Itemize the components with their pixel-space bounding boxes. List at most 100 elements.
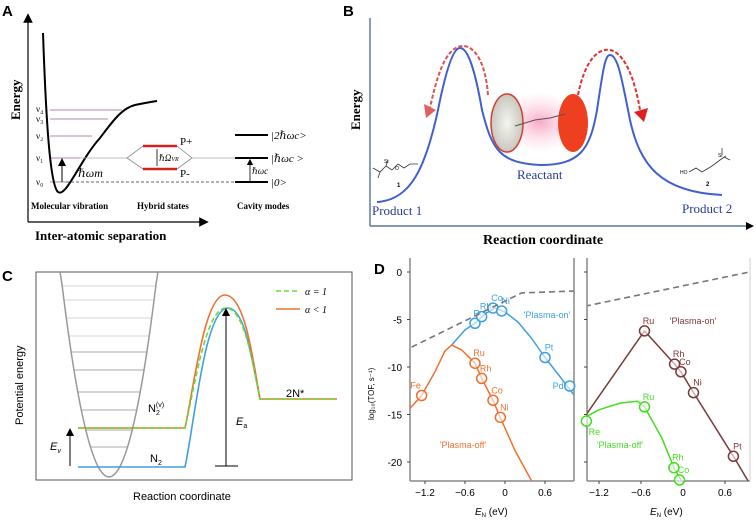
data-point-co bbox=[673, 474, 686, 486]
caption-cavity-modes: Cavity modes bbox=[237, 201, 290, 211]
data-point-ni bbox=[495, 305, 508, 317]
panel-c-label: C bbox=[2, 268, 13, 285]
point-label: Ru bbox=[473, 348, 485, 358]
data-point-ni bbox=[687, 386, 700, 399]
x-tick-label: 0.6 bbox=[538, 488, 552, 499]
legend-alpha-lt-1: α < 1 bbox=[305, 305, 327, 316]
data-point-rh bbox=[668, 358, 681, 370]
molecule-2-number: 2 bbox=[706, 182, 710, 188]
level-v1: ν₁ bbox=[36, 153, 43, 163]
point-label: Co bbox=[679, 357, 691, 367]
panel-b-label: B bbox=[343, 3, 354, 20]
b-x-label: Reaction coordinate bbox=[483, 233, 603, 248]
hbar-omega-m: ℏωm bbox=[78, 166, 103, 180]
y-tick-label: -15 bbox=[388, 411, 403, 422]
point-label: Co bbox=[678, 465, 690, 475]
data-point-ru bbox=[638, 325, 651, 337]
a-y-label: Energy bbox=[8, 79, 23, 120]
y-tick-label: -20 bbox=[388, 458, 403, 469]
data-point-co bbox=[675, 366, 687, 378]
caption-molecular-vibration: Molecular vibration bbox=[31, 201, 108, 211]
point-label: Pt bbox=[545, 343, 554, 353]
point-label: Re bbox=[589, 427, 601, 437]
level-v0: ν₀ bbox=[36, 177, 43, 187]
molecule-1-number: 1 bbox=[397, 183, 401, 189]
hbar-omega-c: ℏωc bbox=[252, 166, 268, 176]
d-right-x-label: EN (eV) bbox=[650, 507, 683, 519]
cavity-state-0: |0> bbox=[271, 177, 287, 189]
level-v2: ν₂ bbox=[36, 131, 43, 141]
ev-label: Ev bbox=[50, 441, 61, 455]
data-point-fe bbox=[415, 389, 428, 402]
point-label: Rh bbox=[672, 453, 684, 463]
d-y-label: log₁₀(TOF, s⁻¹) bbox=[367, 367, 376, 420]
point-label: Rh bbox=[480, 302, 492, 312]
c-frame bbox=[35, 271, 353, 481]
b-y-label: Energy bbox=[348, 89, 363, 130]
mol1-si: Si bbox=[384, 159, 388, 165]
c-legend: α = 1 α < 1 bbox=[276, 287, 327, 316]
ea-label: Ea bbox=[236, 416, 247, 430]
x-tick-label: −1.2 bbox=[415, 488, 435, 499]
n2v-label: N2(v) bbox=[148, 402, 164, 417]
x-tick-label: 0 bbox=[680, 488, 686, 499]
cavity-modes bbox=[235, 134, 268, 183]
a-x-label: Inter-atomic separation bbox=[35, 228, 167, 243]
p-minus-label: P- bbox=[180, 168, 190, 180]
cavity-mirror-left bbox=[490, 93, 524, 153]
cavity-mirror-right bbox=[558, 94, 588, 152]
x-tick-label: −0.6 bbox=[455, 488, 475, 499]
data-point-ni bbox=[494, 411, 507, 424]
point-label: Pt bbox=[733, 441, 742, 451]
rabi-splitting: ℏΩVR bbox=[159, 153, 179, 163]
n2-label: N2 bbox=[150, 453, 162, 467]
reactant-molecule bbox=[514, 113, 566, 127]
x-tick-label: 0 bbox=[502, 488, 508, 499]
level-v4: ν₄ bbox=[36, 104, 43, 114]
cavity-state-2: |2ℏωc> bbox=[271, 130, 307, 142]
plasma-off-label: 'Plasma-off' bbox=[440, 440, 487, 450]
c-x-label: Reaction coordinate bbox=[133, 491, 231, 503]
data-point-rh bbox=[668, 461, 680, 474]
level-v3: ν₃ bbox=[36, 114, 43, 124]
ground-state-path bbox=[78, 307, 261, 468]
y-tick-label: -5 bbox=[393, 316, 402, 327]
panel-d: D log₁₀(TOF, s⁻¹) 0 -5 -10 -15 -20 −1.2 −0.6 0 0… bbox=[367, 258, 751, 519]
d-left-plot: 0-5-10-15-20−1.2−0.600.6RuRhCoNiPtPd'Pla… bbox=[388, 258, 576, 499]
double-well-energy-curve bbox=[376, 46, 723, 203]
data-point-ru bbox=[638, 401, 651, 413]
point-label: Ni bbox=[693, 378, 702, 388]
point-label: Co bbox=[491, 385, 503, 395]
molecule-1 bbox=[372, 159, 418, 179]
x-tick-label: −1.2 bbox=[589, 488, 609, 499]
data-point-re bbox=[580, 415, 593, 427]
volcano-limit-line bbox=[411, 290, 574, 348]
y-tick-label: -10 bbox=[388, 363, 403, 374]
alpha-1-path bbox=[78, 307, 337, 429]
right-dashed-arrow bbox=[577, 48, 641, 111]
vibrational-levels bbox=[50, 109, 122, 183]
y-tick-label: 0 bbox=[396, 268, 402, 279]
panel-b: B Energy Reaction coordinate Si O 1 HO S… bbox=[343, 3, 754, 248]
panel-a-label: A bbox=[2, 3, 13, 20]
p-plus-label: P+ bbox=[180, 136, 192, 148]
point-label: Ru bbox=[643, 392, 655, 402]
panel-d-label: D bbox=[374, 261, 385, 278]
cavity-state-1: |ℏωc > bbox=[271, 153, 304, 165]
d-left-x-label: EN (eV) bbox=[475, 507, 508, 519]
data-point-rh bbox=[475, 372, 488, 385]
point-label: Co bbox=[491, 293, 503, 303]
data-point-rh bbox=[475, 310, 488, 323]
well-levels bbox=[62, 285, 156, 448]
point-label: Pd bbox=[553, 381, 564, 391]
data-point-pt bbox=[539, 351, 551, 364]
data-point-pt bbox=[727, 450, 740, 463]
d-right-plot: −1.2 −0.6 0 0.6RuRhCoNiPt'Plasma-on'ReRuRhC… bbox=[580, 258, 751, 499]
point-label: Rh bbox=[673, 349, 685, 359]
morse-potential-curve bbox=[42, 32, 158, 194]
volcano-limit-line bbox=[587, 271, 750, 307]
series-line bbox=[587, 330, 749, 481]
plasma-on-label: 'Plasma-on' bbox=[670, 316, 717, 326]
data-point-pd bbox=[563, 380, 576, 392]
c-y-label: Potential energy bbox=[14, 345, 26, 425]
